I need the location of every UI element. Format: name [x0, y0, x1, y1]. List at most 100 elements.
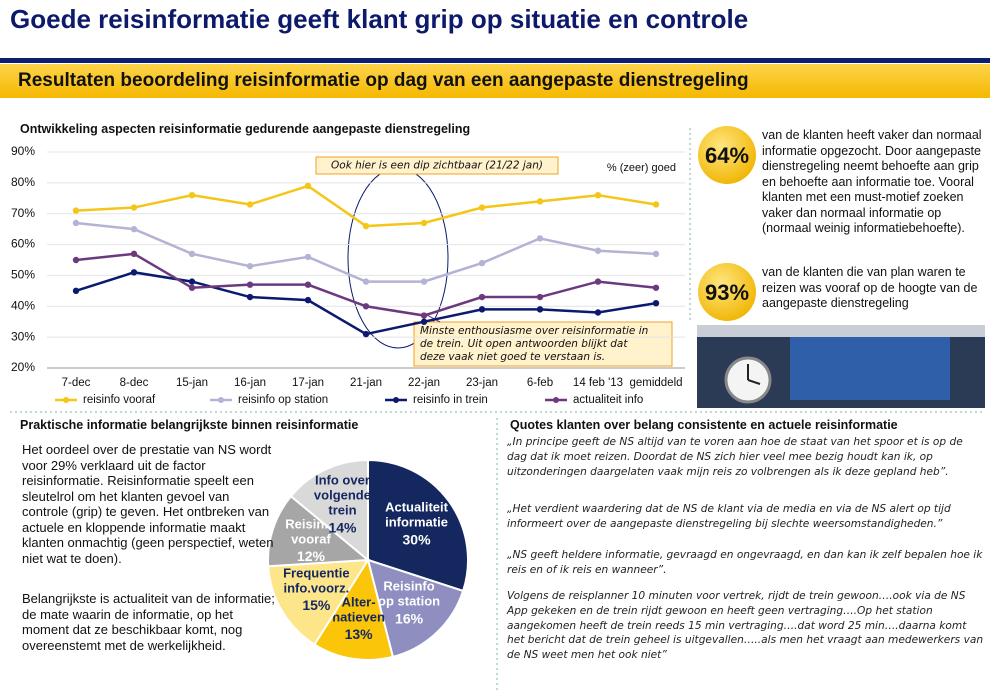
slice-label-line: op station: [378, 594, 440, 609]
stat-value: 64%: [705, 143, 749, 168]
explanation: Het oordeel over de prestatie van NS wor…: [22, 442, 274, 566]
slice-label: Frequentie info.voorz.: [283, 566, 349, 596]
point: [536, 235, 544, 242]
photo-roof: [697, 325, 985, 337]
unit-note: % (zeer) goed: [607, 162, 676, 174]
slice-label-line: trein: [328, 503, 356, 518]
point: [652, 250, 660, 258]
annotation-box: [413, 321, 673, 367]
stat-text: van de klanten heeft vaker dan normaal i…: [762, 128, 982, 235]
photo: [697, 325, 985, 408]
point: [362, 278, 370, 285]
point: [72, 207, 80, 214]
point: [246, 281, 254, 288]
point: [188, 192, 196, 199]
slice-value: 12%: [297, 548, 326, 564]
point: [652, 201, 660, 208]
point: [594, 278, 602, 285]
point: [362, 222, 370, 230]
point: [652, 300, 660, 307]
point: [130, 204, 138, 211]
point: [478, 259, 486, 267]
section-heading: Ontwikkeling aspecten reisinformatie ged…: [20, 122, 471, 136]
slice-value: 14%: [328, 519, 357, 535]
x-tick-label: 23-jan: [466, 377, 498, 389]
x-tick-label: 7-dec: [62, 377, 91, 389]
point: [478, 306, 486, 313]
point: [594, 192, 602, 199]
quote: „Het verdient waardering dat de NS de kl…: [507, 503, 951, 530]
point: [478, 204, 486, 211]
y-tick-label: 50%: [11, 268, 35, 282]
point: [188, 250, 196, 258]
legend-swatch: [553, 397, 559, 403]
x-tick-label: 21-jan: [350, 377, 382, 389]
page-title: Goede reisinformatie geeft klant grip op…: [10, 4, 749, 34]
slice-label: Alter-natieven: [332, 595, 385, 625]
point: [536, 306, 544, 313]
slice-label-line: Alter-: [342, 595, 376, 610]
x-tick-label: 8-dec: [120, 377, 149, 389]
pie-slice: [313, 557, 395, 661]
point: [72, 219, 80, 227]
slice-label-line: informatie: [385, 515, 448, 530]
banner: [0, 64, 990, 98]
slice-value: 16%: [395, 610, 424, 626]
point: [304, 296, 312, 304]
pie-slice: [289, 458, 369, 563]
annotation: Minste enthousiasme over reisinformatie …: [420, 325, 648, 363]
y-tick-label: 30%: [11, 329, 35, 343]
slice-label-line: Frequentie: [283, 566, 349, 581]
slice-label-line: vooraf: [291, 532, 331, 547]
quote: Volgens de reisplanner 10 minuten voor v…: [507, 590, 984, 662]
point: [72, 287, 80, 295]
rule: [0, 58, 990, 63]
banner-text: Resultaten beoordeling reisinformatie op…: [18, 70, 749, 91]
point: [304, 182, 312, 190]
legend-label: reisinfo vooraf: [83, 394, 156, 406]
point: [304, 281, 312, 288]
pie-slice: [267, 558, 370, 646]
legend-label: actualiteit info: [573, 394, 643, 406]
annotation-line: deze vaak niet goed te verstaan is.: [420, 351, 605, 363]
section-heading: Quotes klanten over belang consistente e…: [510, 418, 898, 432]
x-tick-label: 6-feb: [527, 377, 553, 389]
annotation-line: de trein. Uit open antwoorden blijkt dat: [420, 338, 628, 350]
stat-value: 93%: [705, 280, 749, 305]
series-line: [75, 221, 657, 283]
stat-text: van de klanten die van plan waren te rei…: [762, 265, 978, 310]
slice-value: 13%: [345, 626, 374, 642]
point: [130, 225, 138, 233]
point: [188, 284, 196, 291]
point: [420, 312, 428, 319]
point: [362, 330, 370, 338]
legend-swatch: [393, 397, 399, 403]
point: [362, 303, 370, 310]
point: [130, 269, 138, 276]
x-tick-label: gemiddeld: [629, 377, 682, 389]
explanation: Belangrijkste is actualiteit van de info…: [22, 591, 275, 653]
annotation-box: [315, 156, 559, 175]
point: [536, 293, 544, 301]
y-tick-label: 70%: [11, 206, 35, 220]
y-tick-label: 20%: [11, 360, 35, 374]
stat-circle: [698, 263, 756, 321]
slice-label-line: info.voorz.: [283, 581, 349, 596]
photo-clock-hand: [747, 379, 761, 385]
slice-label: Actualiteit informatie: [385, 500, 449, 530]
legend-label: reisinfo op station: [238, 394, 328, 406]
point: [594, 247, 602, 254]
slice-label-line: volgende: [314, 488, 371, 503]
point: [420, 318, 428, 325]
point: [246, 201, 254, 208]
slice-label-line: natieven: [332, 610, 385, 625]
slice-label: Info over volgende trein: [314, 473, 371, 518]
point: [246, 293, 254, 301]
legend-swatch: [63, 397, 69, 403]
y-tick-label: 40%: [11, 298, 35, 312]
annotation-line: Minste enthousiasme over reisinformatie …: [420, 325, 648, 337]
pie-slice: [267, 494, 371, 568]
x-tick-label: 22-jan: [408, 377, 440, 389]
point: [652, 284, 660, 291]
